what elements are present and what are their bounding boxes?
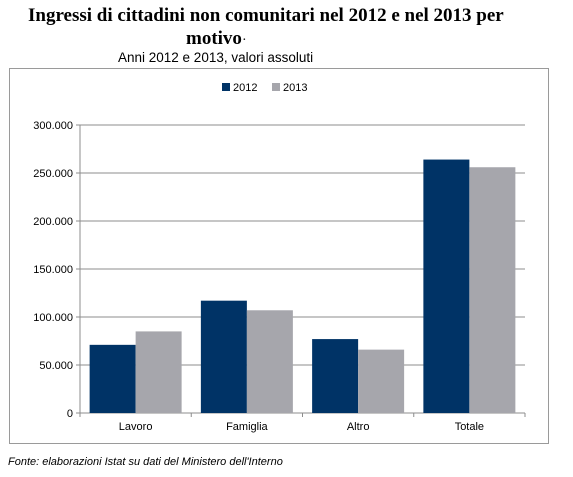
legend-swatch-2013 [272,83,280,91]
chart-subtitle: Anni 2012 e 2013, valori assoluti [118,50,314,65]
bar-chart: 0 50.000 100.000 150.000 200.000 250.000 300.0… [33,82,526,433]
title-line-1: Ingressi di cittadini non comunitari nel… [28,5,504,26]
x-tick-label: Famiglia [226,421,268,433]
legend-label-2013: 2013 [283,82,307,94]
legend-label-2012: 2012 [233,82,257,94]
bar-2013-lavoro [135,331,182,413]
chart-frame: 0 50.000 100.000 150.000 200.000 250.000 300.0… [9,68,549,444]
x-tick-label: Altro [347,421,370,433]
x-tick-label: Totale [455,421,484,433]
y-tick-label: 100.000 [33,312,73,324]
y-tick-label: 0 [67,408,73,420]
y-tick-label: 250.000 [33,168,73,180]
y-tick-label: 300.000 [33,120,73,132]
bar-2012-altro [312,339,359,413]
title-marker: · [241,33,247,48]
title-line-2-text: motivo [186,28,242,49]
legend-swatch-2012 [222,83,230,91]
chart-title: Ingressi di cittadini non comunitari nel… [28,4,548,52]
title-line-2: motivo· [28,27,548,52]
bar-2013-altro [358,349,405,413]
bar-2013-famiglia [246,310,293,413]
bar-2012-totale [423,159,470,413]
source-note: Fonte: elaborazioni Istat su dati del Mi… [8,456,283,468]
y-tick-label: 50.000 [39,360,73,372]
y-tick-label: 150.000 [33,264,73,276]
bar-2013-totale [469,167,516,413]
y-tick-label: 200.000 [33,216,73,228]
bar-2012-lavoro [89,344,136,413]
bar-2012-famiglia [200,300,247,413]
x-tick-label: Lavoro [119,421,153,433]
